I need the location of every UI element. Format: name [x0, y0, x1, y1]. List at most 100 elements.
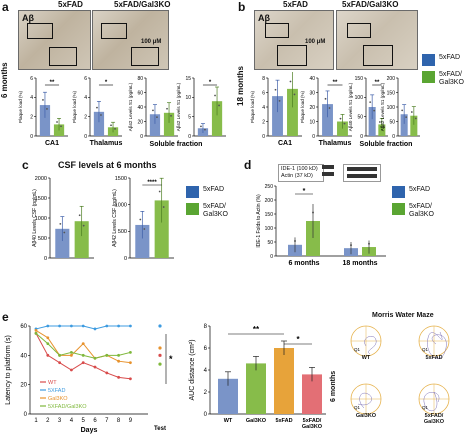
significance-marker: *: [169, 354, 173, 364]
mwm-grid: Q1 WT Q1 5xFAD Q1 Gal3KO Q1 5xFAD/ Gal3KO: [340, 320, 474, 442]
mwm-title: Morris Water Maze: [372, 312, 434, 319]
data-point: [158, 190, 161, 193]
mwm-pool: Q1: [418, 325, 450, 359]
y-axis-label: Plaque load (%): [18, 90, 23, 123]
x-tick-label: 8: [117, 418, 121, 424]
y-tick-label: 50: [267, 240, 273, 246]
data-point: [100, 114, 102, 116]
data-point: [200, 125, 202, 128]
y-axis-label: Aβ42 Levels CSF (pg/mL): [112, 189, 118, 247]
y-axis-label: Plaque load (%): [250, 90, 255, 123]
significance-marker: *: [105, 80, 108, 86]
bar: [337, 121, 348, 136]
data-point: [129, 377, 132, 381]
y-tick-label: 0: [188, 134, 191, 140]
y-tick-label: 6: [262, 90, 265, 96]
x-tick-label: Gal3KO: [246, 418, 267, 424]
data-point: [129, 351, 132, 354]
bar: [287, 88, 298, 136]
y-tick-label: 0: [262, 134, 265, 140]
y-axis-label: Plaque load (%): [300, 90, 305, 123]
roi-box: [363, 45, 393, 66]
blot-band: [322, 172, 334, 176]
bar: [306, 221, 320, 256]
roi-box: [277, 45, 307, 66]
bar: [55, 228, 70, 258]
data-point: [378, 121, 381, 123]
panel-a-bar-charts: 0 2 4 6 ** Plaque load (%) CA1 0 2 4 6 * Plaque load…: [18, 76, 226, 148]
data-point: [139, 218, 142, 221]
y-tick-label: 60: [20, 324, 27, 330]
legend-label: 5XFAD/Gal3KO: [48, 404, 87, 410]
legend-label: Gal3KO: [48, 396, 68, 402]
data-point: [350, 244, 352, 247]
y-tick-label: 4: [262, 105, 265, 111]
panel-a-letter: a: [2, 0, 9, 14]
panel-b-bar-charts: 0 2 4 6 8 Plaque load (%) CA1 0 10 20 30 40 ** Plaque…: [250, 72, 420, 148]
data-point: [373, 109, 376, 112]
bar: [368, 107, 376, 136]
y-axis-label: AUC distance (cm²): [189, 339, 196, 400]
significance-marker: *: [303, 188, 306, 195]
legend-c: 5xFAD 5xFAD/ Gal3KO: [186, 186, 238, 224]
x-tick-label: 9: [129, 418, 133, 424]
ab-label: Aβ: [258, 13, 270, 23]
data-point: [82, 224, 85, 227]
y-tick-label: 2: [204, 390, 208, 396]
x-category-label: 6 months: [288, 260, 319, 267]
data-point: [156, 116, 158, 119]
data-point: [204, 128, 206, 131]
x-tick-label: 3: [58, 418, 62, 424]
panel-a-col1: 5xFAD: [58, 0, 83, 9]
significance-marker: **: [375, 80, 380, 86]
test-point: [158, 353, 162, 357]
data-point: [34, 329, 38, 332]
scale-bar-label: 100 μM: [141, 39, 162, 45]
legend-swatch-blue: [392, 186, 405, 198]
y-tick-label: 6: [204, 346, 208, 352]
mwm-label: Gal3KO: [355, 413, 377, 419]
y-tick-label: 1500: [115, 176, 127, 182]
data-point: [312, 211, 314, 214]
data-point: [70, 324, 73, 328]
y-tick-label: 0: [312, 134, 315, 140]
data-point: [129, 361, 132, 365]
data-point: [81, 324, 85, 328]
data-point: [369, 101, 372, 104]
data-point: [410, 111, 413, 113]
bar: [211, 101, 223, 136]
data-point: [170, 114, 172, 117]
x-category-label: CA1: [45, 140, 59, 147]
blot-label-ide: IDE-1 (100 kD): [281, 166, 318, 172]
bar: [246, 363, 266, 414]
bar: [272, 96, 283, 136]
data-point: [218, 104, 220, 107]
x-axis-test-label: Test: [154, 426, 166, 432]
data-point: [343, 122, 346, 125]
y-tick-label: 100: [355, 95, 364, 101]
x-category-label: Thalamus: [319, 140, 352, 147]
y-tick-label: 40: [20, 353, 27, 359]
bar: [218, 378, 238, 414]
swim-path: [427, 331, 447, 359]
data-point: [93, 327, 97, 331]
bar: [302, 374, 322, 414]
y-tick-label: 0: [204, 412, 208, 418]
data-point: [117, 324, 120, 328]
scale-bar-label: 100 μM: [305, 39, 326, 45]
panel-c-letter: c: [22, 158, 29, 172]
y-tick-label: 500: [118, 229, 127, 235]
quadrant-label: Q1: [422, 405, 429, 410]
data-point: [405, 116, 408, 119]
roi-box: [101, 23, 127, 39]
y-tick-label: 150: [265, 212, 274, 218]
y-tick-label: 2: [262, 119, 265, 125]
bar: [410, 115, 418, 136]
significance-marker: **: [333, 80, 338, 86]
y-tick-label: 2000: [35, 176, 47, 182]
legend-d: 5xFAD 5xFAD/ Gal3KO: [392, 186, 448, 224]
test-point: [158, 346, 162, 350]
data-point: [78, 214, 81, 217]
bar: [149, 114, 161, 136]
